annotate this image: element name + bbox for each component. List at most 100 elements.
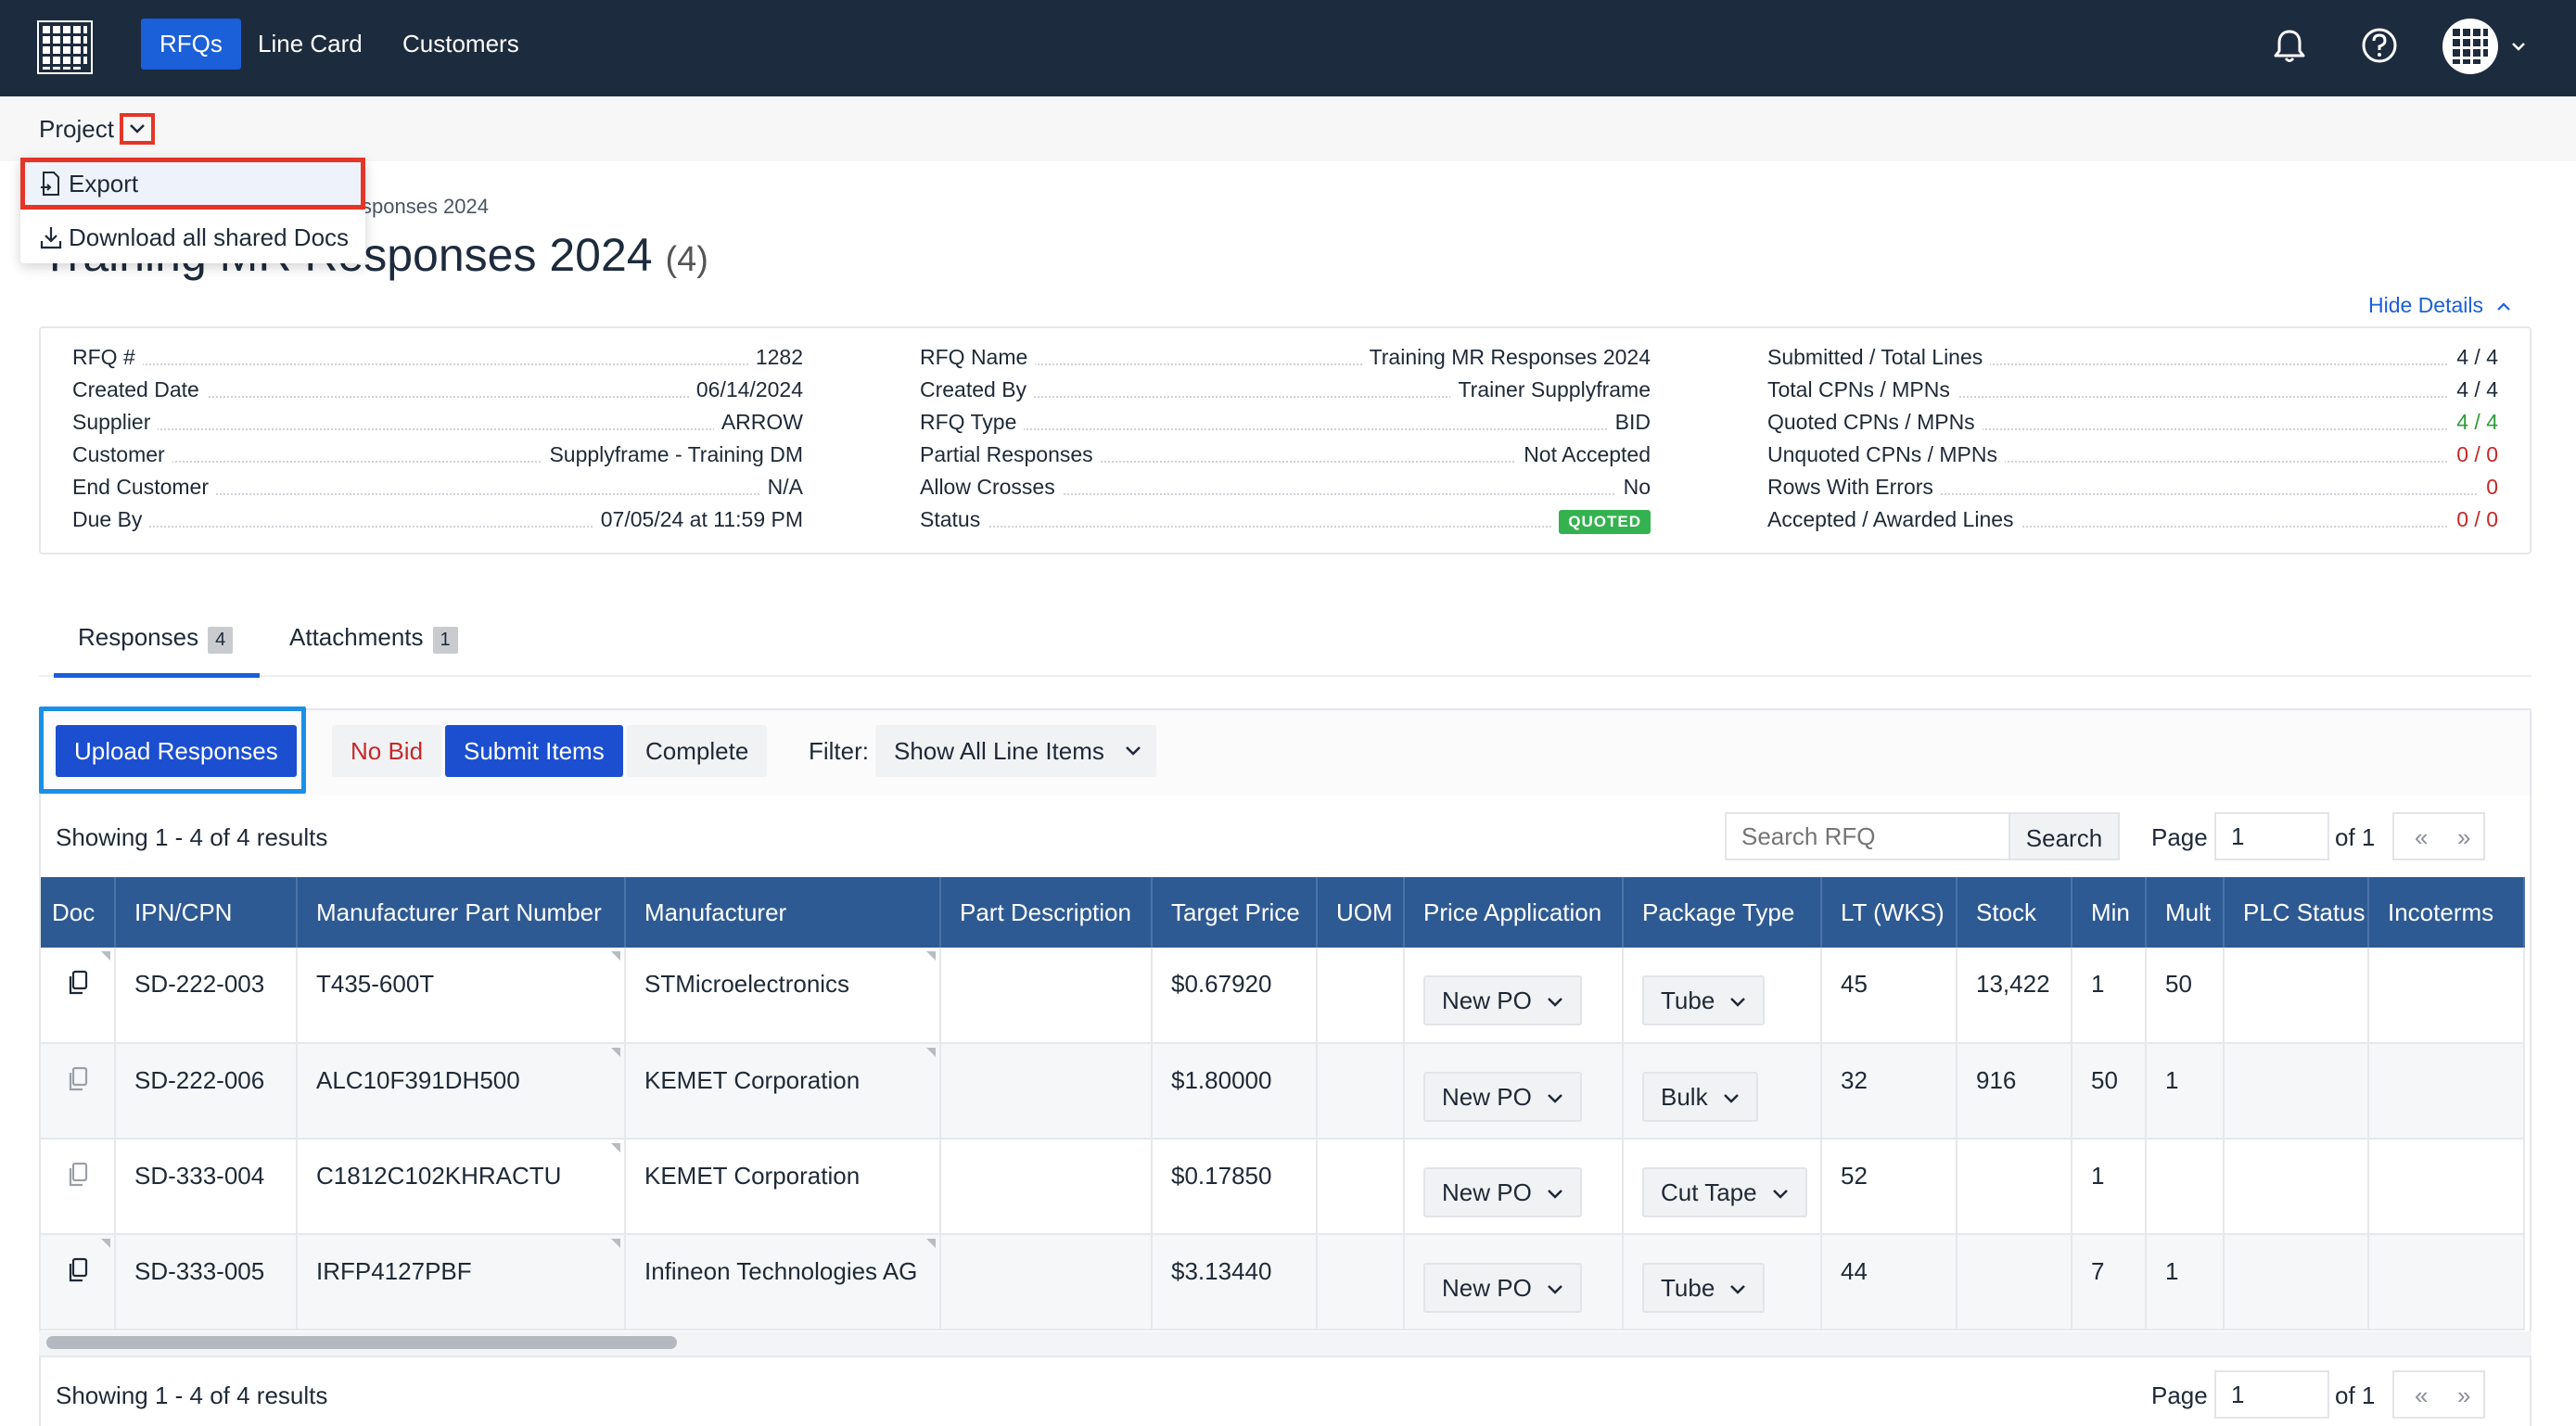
copy-doc-icon[interactable] xyxy=(67,970,89,996)
project-label[interactable]: Project xyxy=(39,115,114,143)
col-header-incoterms[interactable]: Incoterms xyxy=(2368,877,2525,948)
page-input-bottom[interactable] xyxy=(2214,1370,2329,1419)
mult-cell[interactable]: 1 xyxy=(2146,1234,2225,1331)
project-dropdown-toggle[interactable] xyxy=(120,113,155,145)
mpn-cell[interactable]: ALC10F391DH500 xyxy=(297,1043,626,1140)
cpn-cell[interactable]: SD-333-005 xyxy=(115,1234,298,1331)
tab-attachments[interactable]: Attachments 1 xyxy=(289,623,458,654)
col-header-part-description[interactable]: Part Description xyxy=(940,877,1153,948)
mult-cell[interactable]: 50 xyxy=(2146,948,2225,1044)
prev-page-button[interactable]: « xyxy=(2415,1381,2429,1409)
price-application-select[interactable]: New PO xyxy=(1423,1167,1582,1217)
doc-cell[interactable] xyxy=(41,1043,116,1140)
price-application-select[interactable]: New PO xyxy=(1423,1263,1582,1313)
col-header-mpn[interactable]: Manufacturer Part Number xyxy=(297,877,626,948)
price-application-select[interactable]: New PO xyxy=(1423,1072,1582,1122)
lead-time-cell[interactable]: 45 xyxy=(1821,948,1958,1044)
doc-cell[interactable] xyxy=(41,948,116,1044)
mpn-cell[interactable]: C1812C102KHRACTU xyxy=(297,1139,626,1235)
copy-doc-icon[interactable] xyxy=(67,1066,89,1092)
col-header-min[interactable]: Min xyxy=(2072,877,2147,948)
scrollbar-thumb[interactable] xyxy=(46,1336,677,1349)
next-page-button[interactable]: » xyxy=(2457,823,2471,851)
plc-status-cell[interactable] xyxy=(2224,1139,2369,1235)
col-header-target-price[interactable]: Target Price xyxy=(1152,877,1318,948)
col-header-doc[interactable]: Doc xyxy=(41,877,116,948)
upload-responses-button[interactable]: Upload Responses xyxy=(56,725,297,777)
uom-cell[interactable] xyxy=(1317,1043,1405,1140)
package-type-select[interactable]: Tube xyxy=(1642,1263,1766,1313)
complete-button[interactable]: Complete xyxy=(627,725,768,777)
incoterms-cell[interactable] xyxy=(2368,948,2525,1044)
doc-cell[interactable] xyxy=(41,1234,116,1331)
manufacturer-cell[interactable]: STMicroelectronics xyxy=(625,948,941,1044)
col-header-ipn-cpn[interactable]: IPN/CPN xyxy=(115,877,298,948)
col-header-package-type[interactable]: Package Type xyxy=(1623,877,1822,948)
target-price-cell[interactable]: $3.13440 xyxy=(1152,1234,1318,1331)
manufacturer-cell[interactable]: KEMET Corporation xyxy=(625,1139,941,1235)
nav-customers[interactable]: Customers xyxy=(402,30,519,57)
copy-doc-icon[interactable] xyxy=(67,1257,89,1283)
package-type-select[interactable]: Cut Tape xyxy=(1642,1167,1807,1217)
uom-cell[interactable] xyxy=(1317,948,1405,1044)
lead-time-cell[interactable]: 32 xyxy=(1821,1043,1958,1140)
min-cell[interactable]: 1 xyxy=(2072,948,2147,1044)
hide-details-link[interactable]: Hide Details xyxy=(2368,293,2511,318)
col-header-mult[interactable]: Mult xyxy=(2146,877,2225,948)
stock-cell[interactable] xyxy=(1957,1139,2072,1235)
col-header-lt-wks[interactable]: LT (WKS) xyxy=(1821,877,1958,948)
prev-page-button[interactable]: « xyxy=(2415,823,2429,851)
doc-cell[interactable] xyxy=(41,1139,116,1235)
lead-time-cell[interactable]: 52 xyxy=(1821,1139,1958,1235)
cpn-cell[interactable]: SD-222-006 xyxy=(115,1043,298,1140)
col-header-plc-status[interactable]: PLC Status xyxy=(2224,877,2369,948)
col-header-price-application[interactable]: Price Application xyxy=(1404,877,1624,948)
incoterms-cell[interactable] xyxy=(2368,1234,2525,1331)
breadcrumb[interactable]: sponses 2024 xyxy=(362,195,489,218)
no-bid-button[interactable]: No Bid xyxy=(332,725,442,777)
menu-export[interactable]: Export xyxy=(20,158,365,210)
help-icon[interactable] xyxy=(2358,24,2401,67)
col-header-manufacturer[interactable]: Manufacturer xyxy=(625,877,941,948)
target-price-cell[interactable]: $1.80000 xyxy=(1152,1043,1318,1140)
filter-select[interactable]: Show All Line Items xyxy=(875,725,1156,777)
plc-status-cell[interactable] xyxy=(2224,1234,2369,1331)
nav-rfqs[interactable]: RFQs xyxy=(141,19,241,70)
description-cell[interactable] xyxy=(940,948,1153,1044)
min-cell[interactable]: 7 xyxy=(2072,1234,2147,1331)
uom-cell[interactable] xyxy=(1317,1139,1405,1235)
col-header-uom[interactable]: UOM xyxy=(1317,877,1405,948)
mult-cell[interactable]: 1 xyxy=(2146,1043,2225,1140)
package-type-select[interactable]: Tube xyxy=(1642,975,1766,1025)
min-cell[interactable]: 50 xyxy=(2072,1043,2147,1140)
plc-status-cell[interactable] xyxy=(2224,1043,2369,1140)
package-type-select[interactable]: Bulk xyxy=(1642,1072,1758,1122)
page-input[interactable] xyxy=(2214,812,2329,860)
plc-status-cell[interactable] xyxy=(2224,948,2369,1044)
min-cell[interactable]: 1 xyxy=(2072,1139,2147,1235)
mpn-cell[interactable]: IRFP4127PBF xyxy=(297,1234,626,1331)
menu-download-shared-docs[interactable]: Download all shared Docs xyxy=(20,211,365,263)
description-cell[interactable] xyxy=(940,1139,1153,1235)
search-button[interactable]: Search xyxy=(2009,812,2120,860)
search-input[interactable] xyxy=(1725,812,2009,860)
description-cell[interactable] xyxy=(940,1043,1153,1140)
price-application-select[interactable]: New PO xyxy=(1423,975,1582,1025)
uom-cell[interactable] xyxy=(1317,1234,1405,1331)
lead-time-cell[interactable]: 44 xyxy=(1821,1234,1958,1331)
stock-cell[interactable]: 916 xyxy=(1957,1043,2072,1140)
mpn-cell[interactable]: T435-600T xyxy=(297,948,626,1044)
next-page-button[interactable]: » xyxy=(2457,1381,2471,1409)
avatar-grid-icon[interactable] xyxy=(2441,17,2500,76)
stock-cell[interactable] xyxy=(1957,1234,2072,1331)
app-grid-icon[interactable] xyxy=(37,20,93,74)
incoterms-cell[interactable] xyxy=(2368,1139,2525,1235)
nav-line-card[interactable]: Line Card xyxy=(258,30,363,57)
target-price-cell[interactable]: $0.67920 xyxy=(1152,948,1318,1044)
tab-responses[interactable]: Responses 4 xyxy=(78,623,234,654)
stock-cell[interactable]: 13,422 xyxy=(1957,948,2072,1044)
target-price-cell[interactable]: $0.17850 xyxy=(1152,1139,1318,1235)
manufacturer-cell[interactable]: KEMET Corporation xyxy=(625,1043,941,1140)
incoterms-cell[interactable] xyxy=(2368,1043,2525,1140)
submit-items-button[interactable]: Submit Items xyxy=(445,725,623,777)
